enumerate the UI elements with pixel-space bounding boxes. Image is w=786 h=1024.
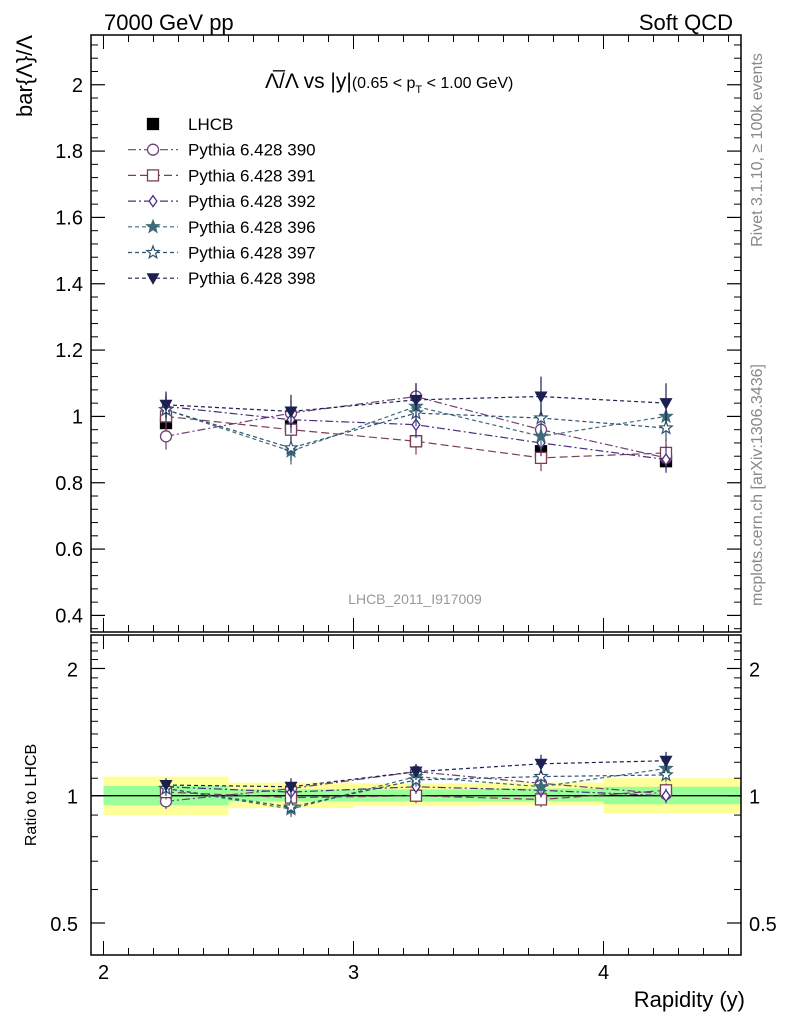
mcplots-label: mcplots.cern.ch [arXiv:1306.3436] (749, 364, 766, 606)
x-axis-label: Rapidity (y) (634, 987, 745, 1012)
ratio-data-point (409, 766, 423, 779)
header-category-label: Soft QCD (639, 10, 733, 35)
main-ytick-label: 1.8 (55, 141, 83, 163)
main-title-sub-index: T (415, 84, 422, 96)
legend-marker (146, 169, 160, 182)
header-energy-label: 7000 GeV pp (104, 10, 234, 35)
ratio-data-point (659, 755, 673, 768)
legend-label: Pythia 6.428 398 (188, 269, 316, 288)
ratio-ytick-label: 0.5 (50, 914, 78, 936)
ratio-data-point (533, 768, 549, 784)
main-series-line (165, 395, 667, 459)
legend: LHCB Pythia 6.428 390 Pythia 6.428 391 Pyth… (128, 115, 316, 288)
main-ylabel: bar{Λ}/Λ (12, 35, 37, 117)
ratio-xtick-label: 4 (598, 962, 609, 984)
legend-marker (146, 143, 160, 156)
ratio-ytick-label-right: 0.5 (749, 914, 777, 936)
main-data-point (159, 399, 173, 412)
legend-entry: Pythia 6.428 390 (128, 141, 316, 160)
main-axes: 0.4 0.6 0.8 1 1.2 1.4 1.6 1.8 2 (55, 34, 742, 633)
ratio-ytick-label: 1 (67, 787, 78, 809)
ratio-series-layer (91, 751, 741, 818)
main-data-point (533, 409, 549, 425)
main-data-point (533, 428, 549, 443)
main-ytick-label: 2 (72, 75, 83, 97)
legend-label: Pythia 6.428 396 (188, 218, 316, 237)
main-ytick-label: 0.4 (55, 605, 83, 627)
main-data-point (409, 394, 423, 407)
main-title-sub: (0.65 < p (352, 75, 416, 92)
main-data-point (284, 406, 298, 419)
ratio-xtick-label: 3 (348, 962, 359, 984)
main-data-point (658, 419, 674, 435)
legend-label: LHCB (188, 115, 233, 134)
main-series-layer (158, 376, 674, 473)
rivet-version-label: Rivet 3.1.10, ≥ 100k events (749, 53, 766, 247)
legend-marker (145, 218, 161, 234)
main-ytick-label: 0.6 (55, 539, 83, 561)
legend-entry: Pythia 6.428 391 (128, 166, 316, 185)
main-data-point (661, 452, 671, 467)
ratio-data-point (533, 778, 549, 794)
ratio-series-line (165, 786, 667, 797)
ratio-data-point (159, 780, 173, 792)
ratio-series-6 (159, 751, 673, 796)
main-series-6 (159, 376, 673, 429)
main-data-point (283, 439, 299, 455)
ratio-axes: 0.5 0.5 1 1 2 2 2 3 4 (50, 634, 777, 984)
legend-marker (146, 117, 160, 131)
main-series-line (165, 405, 667, 461)
ratio-data-point (534, 758, 548, 771)
main-title-main: Λ̅/Λ vs |y| (265, 70, 352, 93)
main-series-line (165, 405, 667, 452)
legend-marker (145, 244, 161, 260)
legend-entry: LHCB (146, 115, 233, 134)
ratio-ytick-label-right: 2 (749, 659, 760, 681)
legend-label: Pythia 6.428 397 (188, 244, 316, 263)
legend-label: Pythia 6.428 390 (188, 141, 316, 160)
legend-label: Pythia 6.428 392 (188, 192, 316, 211)
ratio-frame (90, 634, 742, 956)
legend-entry: Pythia 6.428 398 (128, 269, 316, 288)
legend-marker (148, 194, 158, 208)
main-ytick-label: 0.8 (55, 473, 83, 495)
main-panel: 0.4 0.6 0.8 1 1.2 1.4 1.6 1.8 2 bar{Λ}/Λ Λ̅/Λ vs… (12, 34, 742, 633)
main-ytick-label: 1 (72, 406, 83, 428)
ratio-data-point (283, 798, 299, 814)
ratio-data-point (661, 789, 671, 803)
main-frame (90, 34, 742, 633)
legend-marker (146, 273, 160, 285)
legend-label: Pythia 6.428 391 (188, 166, 316, 185)
main-title: Λ̅/Λ vs |y|(0.65 < pT < 1.00 GeV) (265, 70, 513, 96)
ratio-xtick-label: 2 (98, 962, 109, 984)
main-data-point (159, 430, 173, 443)
main-data-point (659, 398, 673, 410)
ratio-panel: 0.5 0.5 1 1 2 2 2 3 4 Ratio to LHCB Rapidity (y) (23, 634, 777, 1012)
legend-entry: Pythia 6.428 397 (128, 244, 316, 263)
legend-entry: Pythia 6.428 392 (128, 192, 316, 211)
main-title-text: Λ̅/Λ vs |y|(0.65 < pT < 1.00 GeV) (265, 70, 513, 96)
main-ytick-label: 1.6 (55, 207, 83, 229)
ratio-ytick-label-right: 1 (749, 787, 760, 809)
ratio-data-point (284, 781, 298, 794)
ratio-data-point (658, 766, 674, 782)
main-ytick-label: 1.4 (55, 274, 83, 296)
ratio-ytick-label: 2 (67, 659, 78, 681)
main-title-sub-tail: < 1.00 GeV) (422, 75, 513, 92)
legend-entry: Pythia 6.428 396 (128, 218, 316, 237)
watermark-label: LHCB_2011_I917009 (348, 591, 482, 607)
main-data-point (534, 391, 548, 404)
ratio-ylabel: Ratio to LHCB (23, 744, 40, 846)
main-ytick-label: 1.2 (55, 340, 83, 362)
